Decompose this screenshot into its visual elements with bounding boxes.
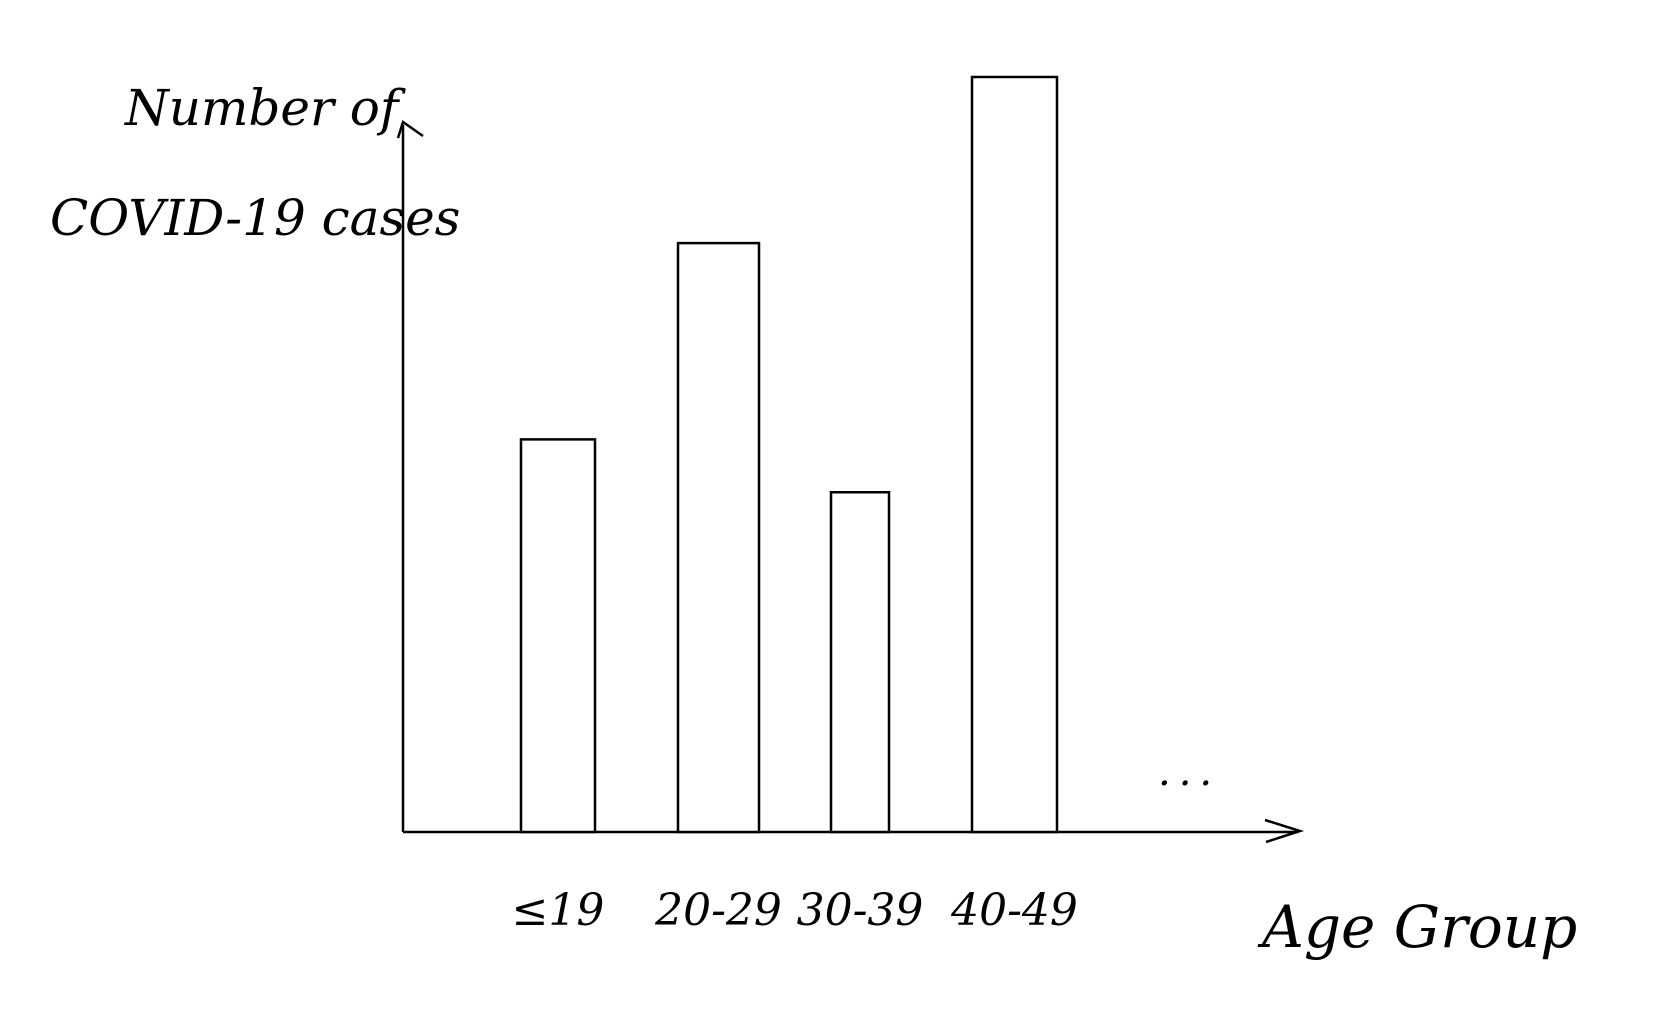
y-axis-arrow-icon <box>396 119 424 139</box>
bar-3 <box>970 75 1059 834</box>
y-axis-label-line-2: COVID-19 cases <box>50 189 460 247</box>
bar-2 <box>829 491 891 834</box>
bar-1 <box>676 241 761 834</box>
x-tick-labels: ≤19 20-29 30-39 40-49 <box>512 885 1078 936</box>
x-tick-label-1: 20-29 <box>654 885 782 936</box>
x-axis-label: Age Group <box>1257 893 1577 961</box>
y-axis-label-line-1: Number of <box>124 79 406 137</box>
bar-0 <box>519 438 597 834</box>
x-axis-arrow-icon <box>1264 818 1305 844</box>
x-tick-label-3: 40-49 <box>950 885 1078 936</box>
continuation-ellipsis: ... <box>1158 749 1220 795</box>
x-tick-label-2: 30-39 <box>797 885 924 936</box>
bars-group <box>519 75 1059 834</box>
y-axis <box>396 119 424 832</box>
x-tick-label-0: ≤19 <box>512 885 605 936</box>
